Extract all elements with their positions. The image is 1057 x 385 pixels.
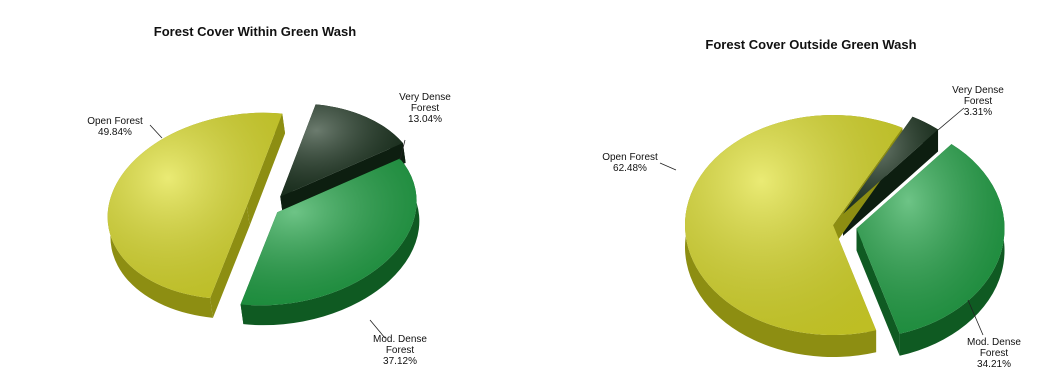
label-mod-dense-forest: Mod. Dense Forest 37.12% xyxy=(373,334,427,367)
pie-slice-shading xyxy=(684,115,903,336)
leader-line xyxy=(967,299,984,336)
leader-line xyxy=(149,124,163,139)
pie-slice-shading xyxy=(856,144,1005,334)
pie-slice-cut-face xyxy=(856,228,900,356)
leader-line xyxy=(399,139,406,161)
label-open-forest: Open Forest 62.48% xyxy=(602,152,658,174)
pie-chart-outside xyxy=(659,107,1005,358)
leader-line xyxy=(369,319,386,339)
pie-slice-shading xyxy=(107,112,283,299)
label-open-forest: Open Forest 49.84% xyxy=(87,116,143,138)
chart-panel-outside: Forest Cover Outside Green Wash Open For… xyxy=(528,0,1057,385)
pie-slice-shading xyxy=(843,116,939,214)
pie-slice-cut-face xyxy=(210,205,250,318)
pie-slice-cut-face xyxy=(843,129,939,236)
label-mod-dense-forest: Mod. Dense Forest 34.21% xyxy=(967,337,1021,370)
chart-panel-within: Forest Cover Within Green Wash Open Fore… xyxy=(0,0,528,385)
pie-slice-shading xyxy=(240,158,417,306)
pie-slice-cut-face xyxy=(246,113,286,226)
label-very-dense-forest: Very Dense Forest 13.04% xyxy=(399,92,451,125)
leader-line xyxy=(659,162,677,171)
label-very-dense-forest: Very Dense Forest 3.31% xyxy=(952,85,1004,118)
chart-title: Forest Cover Outside Green Wash xyxy=(705,37,917,52)
chart-title: Forest Cover Within Green Wash xyxy=(153,24,357,39)
pie-slice-shading xyxy=(280,104,403,197)
pie-slice-side xyxy=(899,144,1005,356)
pie-slice-side xyxy=(240,158,420,326)
pie-chart-within xyxy=(107,104,420,339)
leader-line xyxy=(937,107,965,131)
